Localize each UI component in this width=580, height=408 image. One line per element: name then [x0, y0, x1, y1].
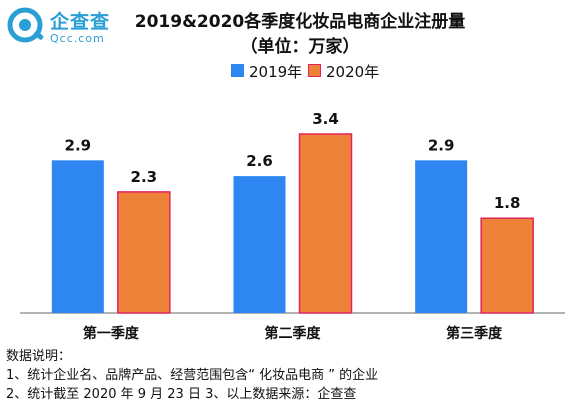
- bar-chart: 2.9 2.3 第一季度 2.6 3.4 第二季度 2.9 1.8 第三季度: [20, 110, 565, 342]
- chart-subtitle: （单位：万家）: [240, 37, 360, 57]
- bar-2020-q1: [117, 191, 171, 314]
- data-label-2019-q2: 2.6: [246, 152, 273, 170]
- qcc-logo-icon: [7, 7, 44, 43]
- x-tick-label-q2: 第二季度: [265, 325, 322, 342]
- data-label-2020-q1: 2.3: [131, 168, 158, 186]
- bar-2020-q3: [480, 217, 534, 314]
- legend-swatch-2020: [308, 64, 321, 77]
- x-tick-label-q1: 第一季度: [83, 325, 140, 342]
- logo-subtext: Qcc.com: [50, 32, 105, 45]
- data-notes: 数据说明： 1、统计企业名、品牌产品、经营范围包含“ 化妆品电商 ” 的企业 2…: [6, 347, 378, 404]
- data-label-2020-q2: 3.4: [312, 110, 339, 128]
- note-line-1: 1、统计企业名、品牌产品、经营范围包含“ 化妆品电商 ” 的企业: [6, 368, 379, 383]
- bar-2019-q2: [233, 176, 286, 313]
- qcc-logo: 企查查 Qcc.com: [6, 6, 126, 50]
- data-label-2019-q1: 2.9: [65, 136, 92, 154]
- legend-label-2020: 2020年: [326, 63, 380, 81]
- bar-2020-q2: [298, 133, 353, 314]
- bar-2019-q3: [415, 160, 468, 313]
- notes-heading: 数据说明：: [6, 349, 72, 364]
- data-label-2020-q3: 1.8: [494, 194, 521, 212]
- chart-title: 2019&2020各季度化妆品电商企业注册量: [134, 12, 466, 32]
- data-label-2019-q3: 2.9: [428, 136, 455, 154]
- logo-name: 企查查: [50, 11, 111, 33]
- legend-label-2019: 2019年: [249, 63, 303, 81]
- legend-swatch-2019: [231, 64, 244, 77]
- note-line-2: 2、统计截至 2020 年 9 月 23 日 3、以上数据来源：企查查: [6, 387, 357, 402]
- x-tick-label-q3: 第三季度: [446, 325, 503, 342]
- chart-legend: 2019年 2020年: [0, 61, 580, 81]
- bar-2019-q1: [51, 160, 104, 313]
